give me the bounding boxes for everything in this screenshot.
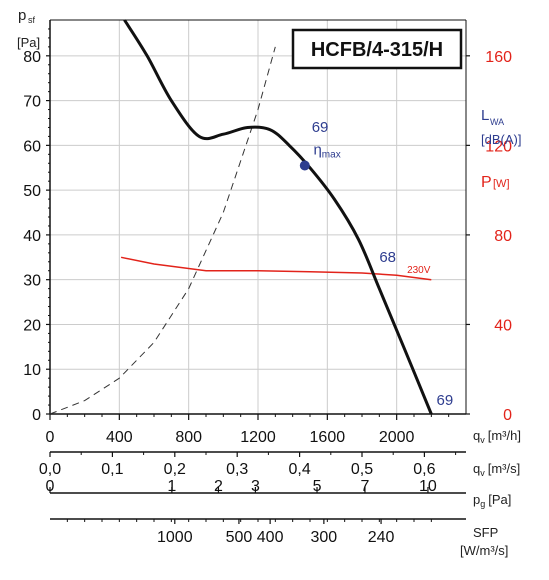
x-pg-tick-label: 2 [214, 478, 223, 495]
x-pg-tick-label: 0 [46, 478, 55, 495]
annotation-label: 69 [312, 119, 329, 136]
x-axis-label: qv [m³/h] [473, 428, 521, 445]
x-sfp-tick-label: 1000 [157, 529, 193, 546]
x-pg-tick-label: 7 [360, 478, 369, 495]
x-tick-label: 1200 [240, 429, 276, 446]
x-sfp-tick-label: 240 [368, 529, 395, 546]
x-pg-tick-label: 3 [251, 478, 260, 495]
y-right-lwa-label: L [481, 107, 489, 124]
x-axes: 0 400 800 1200 1600 2000 0,0 0,1 0,2 0,3 0,4 0,5 0,6… [39, 414, 521, 558]
y-right-tick-label: 0 [503, 407, 512, 424]
annotation-label: 68 [379, 249, 396, 266]
x-tick-label: 800 [175, 429, 202, 446]
y-right-power-unit: [W] [493, 178, 510, 190]
y-left-label: p [18, 7, 26, 24]
eta-max-point [299, 160, 310, 171]
x-tick-label: 1600 [310, 429, 346, 446]
x-axis-unit: [W/m³/s] [460, 543, 508, 558]
x-m3s-tick-label: 0,0 [39, 461, 61, 478]
x-m3s-tick-label: 0,2 [164, 461, 186, 478]
x-pg-tick-label: 5 [313, 478, 322, 495]
y-right-power-ticks: 0 40 80 120 160 [466, 49, 512, 424]
annotation-label: 230V [407, 265, 431, 276]
fan-pressure-curve [123, 19, 433, 415]
x-sfp-tick-label: 300 [311, 529, 338, 546]
x-m3s-tick-label: 0,3 [226, 461, 248, 478]
y-left-tick-label: 80 [23, 49, 41, 66]
y-right-tick-label: 160 [485, 49, 512, 66]
x-tick-label: 400 [106, 429, 133, 446]
y-right-tick-label: 40 [494, 317, 512, 334]
x-axis-label: qv [m³/s] [473, 461, 520, 478]
y-left-tick-label: 30 [23, 273, 41, 290]
y-left-tick-label: 50 [23, 183, 41, 200]
y-left-tick-label: 10 [23, 362, 41, 379]
y-left-tick-label: 0 [32, 407, 41, 424]
chart-title: HCFB/4-315/H [311, 39, 443, 61]
x-tick-label: 0 [46, 429, 55, 446]
y-right-lwa-unit: [dB(A)] [481, 132, 521, 147]
x-pg-tick-label: 10 [419, 478, 437, 495]
y-right-power-label: P [481, 174, 492, 191]
y-left-ticks: 0 10 20 30 40 50 60 70 80 [23, 28, 50, 424]
system-curve-dashed [49, 46, 276, 415]
y-left-tick-label: 60 [23, 138, 41, 155]
y-left-tick-label: 20 [23, 317, 41, 334]
y-left-tick-label: 70 [23, 94, 41, 111]
x-m3s-tick-label: 0,1 [101, 461, 123, 478]
y-right-tick-label: 80 [494, 228, 512, 245]
x-m3s-tick-label: 0,6 [413, 461, 435, 478]
power-curve [120, 256, 432, 281]
x-m3s-tick-label: 0,5 [351, 461, 373, 478]
y-left-unit: [Pa] [17, 35, 40, 50]
y-left-tick-label: 40 [23, 228, 41, 245]
x-tick-label: 2000 [379, 429, 415, 446]
y-left-label-sub: sf [28, 15, 36, 25]
title-box [291, 28, 463, 70]
x-sfp-tick-label: 500 [226, 529, 253, 546]
y-right-tick-label: 120 [485, 138, 512, 155]
annotation-label: 69 [437, 392, 454, 409]
grid [50, 20, 466, 414]
x-axis-label: pg [Pa] [473, 492, 511, 509]
y-right-lwa-label-sub: WA [490, 117, 504, 127]
x-axis-label: SFP [473, 525, 498, 540]
x-pg-tick-label: 1 [167, 478, 176, 495]
x-m3s-tick-label: 0,4 [288, 461, 310, 478]
x-sfp-tick-label: 400 [257, 529, 284, 546]
